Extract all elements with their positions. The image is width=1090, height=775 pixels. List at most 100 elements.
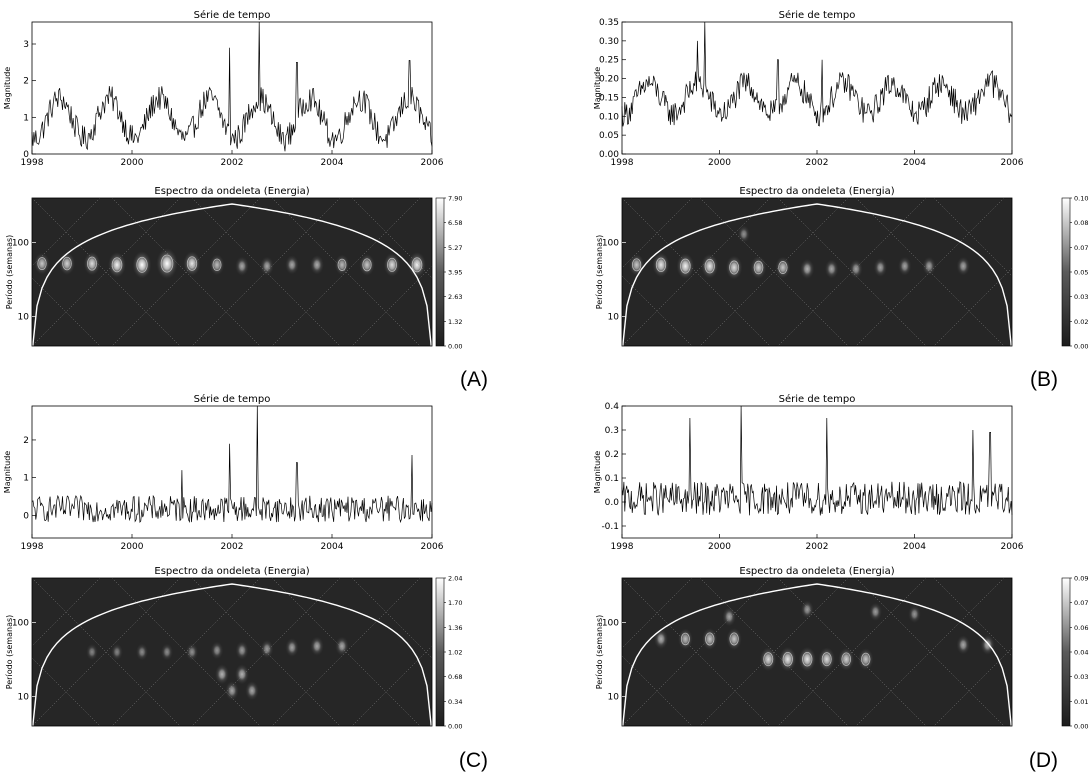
colorbar-tick-label: 1.02 (448, 649, 462, 657)
time-series-plot: Série de tempo 1998 2000 2002 2004 2006 0 1 2 Mag… (3, 393, 444, 552)
y-tick-label: 100 (602, 239, 619, 249)
energy-blob (335, 636, 349, 656)
energy-blob (209, 254, 225, 276)
energy-blob (858, 648, 874, 671)
grid-diagonal (191, 578, 341, 726)
energy-contour (861, 652, 871, 666)
y-tick-label: 0.20 (599, 75, 619, 85)
grid-diagonal (32, 198, 181, 346)
x-tick-label: 2002 (806, 542, 829, 552)
grid-diagonal (271, 198, 421, 346)
grid-diagonal (855, 578, 1005, 726)
x-tick-label: 2004 (903, 158, 926, 168)
energy-blob (775, 256, 791, 279)
energy-blob (235, 256, 249, 276)
energy-blob (359, 253, 375, 276)
colorbar-tick-label: 0.03 (1074, 673, 1088, 681)
y-tick-label: 2 (23, 77, 29, 87)
energy-contour (704, 258, 715, 274)
colorbar-tick-label: 0.00 (448, 343, 462, 351)
time-series-frame (31, 405, 433, 539)
energy-blob (235, 641, 249, 660)
y-tick-label: 0 (23, 150, 29, 160)
grid-diagonal (191, 198, 341, 346)
colorbar: 7.90 6.58 5.27 3.95 2.63 1.32 0.00 (435, 195, 462, 351)
energy-blob (956, 635, 971, 655)
series-line (621, 405, 1013, 516)
time-series-ylabel: Magnitude (593, 451, 602, 493)
time-series-plot: Série de tempo 1998 2000 2002 2004 2006 -0.1 0.… (593, 393, 1024, 552)
y-tick-label: 10 (18, 313, 30, 323)
colorbar-tick-label: 3.95 (448, 269, 462, 277)
wavelet-spectrum-plot: Espectro da ondeleta (Energia) 10 100Perío… (595, 566, 1013, 727)
colorbar-gradient (1061, 577, 1071, 727)
grid-diagonal (622, 198, 771, 346)
energy-blob (677, 628, 693, 650)
energy-blob (628, 253, 645, 276)
energy-blob (702, 627, 718, 651)
time-series-frame (31, 21, 433, 155)
time-series-plot: Série de tempo 1998 2000 2002 2004 2006 0 1 2 3 Ma… (3, 9, 444, 168)
grid-diagonal (622, 198, 771, 346)
grid-diagonal (466, 198, 614, 346)
energy-contour (753, 260, 764, 275)
energy-contour (778, 261, 788, 274)
x-tick-label: 2006 (1001, 158, 1024, 168)
energy-contour (362, 258, 372, 272)
y-tick-label: 0.30 (599, 37, 619, 47)
x-tick-label: 2004 (903, 542, 926, 552)
wavelet-spectrum-plot: Espectro da ondeleta (Energia) 10 100Perío… (5, 566, 433, 727)
energy-blob (83, 251, 101, 276)
spectrum-background (622, 578, 1012, 726)
energy-blob (800, 258, 815, 280)
colorbar-tick-label: 0.06 (1074, 624, 1088, 632)
wavelet-spectrum-plot: Espectro da ondeleta (Energia) 10 100Perío… (466, 186, 1013, 347)
energy-blob (408, 251, 426, 278)
x-tick-label: 2000 (708, 542, 731, 552)
colorbar-tick-label: 7.90 (448, 195, 462, 203)
energy-contour (186, 256, 198, 271)
energy-contour (763, 652, 774, 667)
energy-contour (387, 257, 397, 272)
grid-diagonal (699, 578, 849, 726)
time-series-title: Série de tempo (779, 393, 856, 405)
grid-diagonal (855, 198, 1005, 346)
energy-blob (214, 664, 230, 685)
energy-contour (37, 257, 47, 271)
colorbar-tick-label: 2.63 (448, 293, 462, 301)
time-series-frame (621, 21, 1013, 155)
spectrum-frame (621, 577, 1013, 727)
energy-blob (922, 256, 936, 276)
grid-diagonal (271, 198, 421, 346)
energy-blob (132, 251, 152, 279)
energy-blob (210, 641, 224, 660)
grid-diagonal (32, 578, 181, 726)
grid-diagonal (191, 578, 341, 726)
x-tick-label: 1998 (611, 542, 634, 552)
x-tick-label: 1998 (611, 158, 634, 168)
series-line (31, 405, 433, 524)
energy-blob (779, 646, 797, 672)
colorbar-tick-label: 0.04 (1074, 649, 1088, 657)
grid-diagonal (622, 578, 771, 726)
colorbar-tick-label: 0.05 (1074, 269, 1088, 277)
energy-blob (824, 259, 839, 279)
y-tick-label: 10 (608, 313, 620, 323)
energy-blob (956, 256, 970, 276)
grid-diagonal (271, 578, 421, 726)
spectrum-ylabel: Período (semanas) (595, 235, 604, 310)
cone-of-influence (622, 583, 1012, 726)
y-tick-label: 0 (23, 511, 29, 521)
grid-diagonal (351, 265, 432, 346)
energy-blob (285, 637, 299, 658)
energy-contour (729, 632, 739, 646)
grid-diagonal (622, 578, 771, 726)
energy-blob (310, 636, 324, 656)
colorbar: 0.09 0.07 0.06 0.04 0.03 0.01 0.00 (1061, 575, 1088, 731)
energy-blob (334, 254, 350, 276)
cone-of-influence (622, 203, 1012, 346)
energy-blob (818, 647, 836, 672)
time-series-ylabel: Magnitude (593, 67, 602, 109)
energy-blob (725, 255, 743, 280)
energy-blob (108, 251, 126, 278)
